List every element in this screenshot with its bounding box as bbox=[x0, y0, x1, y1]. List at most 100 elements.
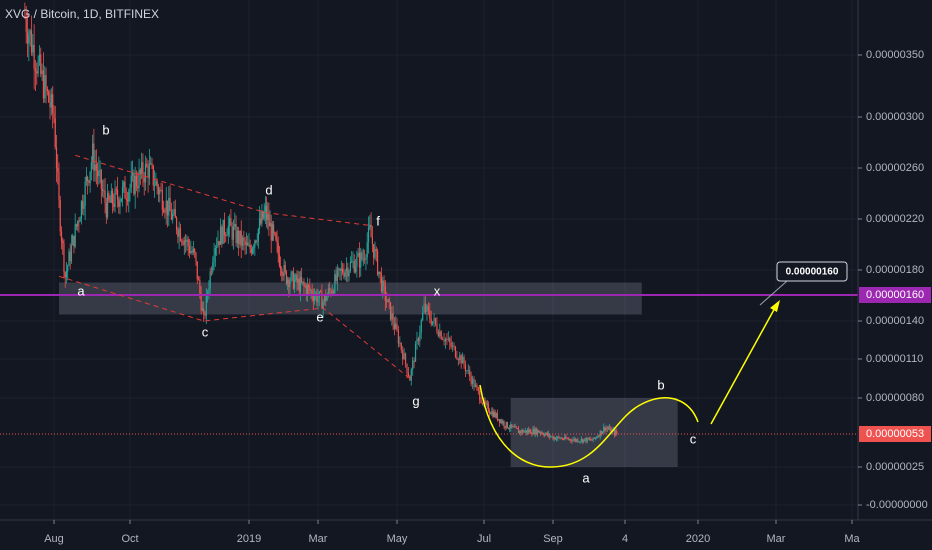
candle-body bbox=[527, 430, 530, 433]
candle-body bbox=[358, 252, 361, 268]
candle-body bbox=[583, 439, 585, 443]
candle-body bbox=[417, 338, 419, 342]
candle-body bbox=[541, 432, 543, 434]
candle-body bbox=[258, 218, 261, 229]
projection-arrow-head bbox=[770, 300, 780, 312]
candle-body bbox=[414, 344, 417, 362]
candle-body bbox=[33, 44, 35, 70]
candle-body bbox=[571, 440, 573, 442]
candle-body bbox=[578, 441, 580, 443]
candle-body bbox=[210, 271, 213, 273]
candle-body bbox=[130, 175, 132, 188]
candle-body bbox=[101, 189, 104, 191]
candle-body bbox=[254, 240, 256, 248]
candle-body bbox=[572, 439, 574, 442]
candle-body bbox=[563, 439, 565, 440]
candle-body bbox=[214, 248, 216, 256]
candle-body bbox=[40, 54, 42, 75]
candle-body bbox=[135, 175, 138, 187]
candle-body bbox=[63, 243, 65, 273]
candle-body bbox=[239, 230, 241, 245]
candle-body bbox=[519, 430, 521, 434]
x-tick-label: Aug bbox=[44, 533, 64, 545]
candle-body bbox=[532, 429, 534, 435]
candle-body bbox=[511, 424, 513, 427]
candle-body bbox=[299, 277, 302, 292]
candle-body bbox=[262, 211, 264, 219]
candle-body bbox=[181, 240, 183, 242]
candle-body bbox=[510, 424, 512, 429]
candle-body bbox=[77, 221, 79, 227]
candle-body bbox=[218, 241, 220, 245]
candle-body bbox=[476, 384, 478, 388]
candle-body bbox=[204, 313, 206, 316]
candle-body bbox=[312, 296, 314, 301]
grid-layer bbox=[0, 0, 858, 520]
candle-body bbox=[89, 171, 91, 184]
candle-body bbox=[144, 164, 147, 183]
candle-body bbox=[374, 249, 376, 258]
candle-body bbox=[520, 430, 522, 433]
last-price-tag-bg bbox=[859, 426, 931, 442]
candle-body bbox=[570, 439, 572, 441]
candle-body bbox=[545, 432, 547, 435]
candle-body bbox=[403, 353, 405, 360]
candle-body bbox=[126, 199, 129, 202]
projected-curve bbox=[479, 384, 699, 468]
candle-body bbox=[490, 413, 492, 415]
candle-body bbox=[436, 323, 438, 332]
candle-body bbox=[396, 323, 398, 331]
candle-body bbox=[138, 169, 140, 189]
candle-body bbox=[467, 370, 469, 372]
candle-body bbox=[228, 218, 231, 226]
wave-label-8: x bbox=[434, 283, 441, 298]
candle-body bbox=[65, 271, 68, 278]
candle-body bbox=[52, 94, 54, 114]
candle-body bbox=[550, 436, 552, 438]
candle-body bbox=[330, 290, 332, 294]
candle-body bbox=[200, 293, 202, 311]
candle-body bbox=[110, 190, 112, 203]
candle-body bbox=[248, 244, 250, 246]
y-tick-label: 0.00000350 bbox=[866, 49, 924, 61]
candle-body bbox=[50, 94, 52, 108]
candle-body bbox=[288, 279, 290, 288]
candle-body bbox=[111, 190, 114, 204]
candle-body bbox=[369, 224, 371, 228]
candle-body bbox=[342, 268, 344, 273]
candle-body bbox=[147, 166, 149, 178]
x-tick-label: Mar bbox=[309, 533, 328, 545]
candle-body bbox=[610, 427, 612, 433]
chart-title: XVG / Bitcoin, 1D, BITFINEX bbox=[5, 7, 159, 21]
candle-body bbox=[78, 221, 80, 222]
candle-body bbox=[230, 218, 232, 227]
candle-body bbox=[379, 271, 381, 274]
x-tick-label: 2019 bbox=[237, 533, 261, 545]
candle-body bbox=[322, 302, 324, 309]
candle-body bbox=[199, 280, 201, 294]
candle-body bbox=[44, 75, 46, 99]
candle-body bbox=[493, 412, 495, 417]
candle-body bbox=[290, 272, 292, 282]
candle-body bbox=[343, 272, 345, 277]
candle-body bbox=[241, 237, 244, 246]
candle-body bbox=[73, 235, 75, 247]
candle-body bbox=[456, 356, 458, 360]
candle-body bbox=[303, 281, 305, 286]
candle-body bbox=[537, 430, 540, 433]
candle-body bbox=[380, 273, 383, 292]
candle-body bbox=[291, 271, 293, 273]
candles bbox=[24, 2, 618, 445]
candle-body bbox=[207, 293, 209, 295]
candle-body bbox=[87, 176, 89, 181]
candle-body bbox=[310, 290, 312, 292]
candle-body bbox=[463, 356, 465, 365]
candle-body bbox=[103, 190, 105, 192]
candle-body bbox=[245, 242, 248, 246]
candle-body bbox=[449, 338, 451, 343]
candle-body bbox=[457, 359, 459, 361]
candle-body bbox=[232, 227, 235, 240]
candle-body bbox=[192, 249, 194, 253]
